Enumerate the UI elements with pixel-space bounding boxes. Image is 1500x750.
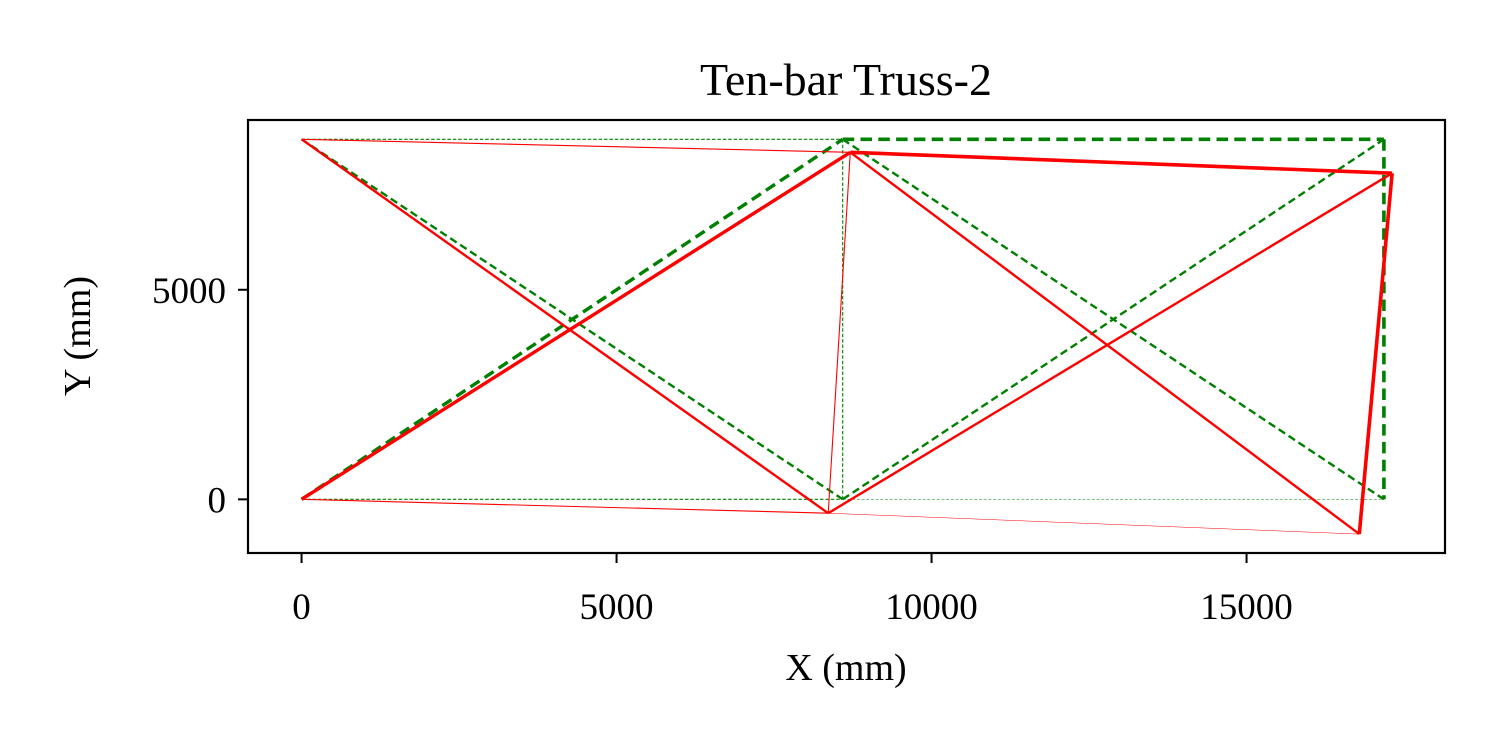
deformed-member-9	[849, 151, 1361, 536]
x-axis-label: X (mm)	[785, 647, 906, 689]
deformed-member-5	[827, 152, 851, 514]
y-tick-label: 5000	[152, 271, 226, 312]
x-axis-ticks: 0 5000 10000 15000	[292, 553, 1293, 628]
deformed-member-7	[300, 138, 829, 515]
members-layer	[300, 137, 1394, 536]
chart-title: Ten-bar Truss-2	[700, 54, 992, 105]
deformed-member-2	[850, 150, 1393, 175]
axes-frame	[246, 118, 1447, 555]
deformed-member-3	[301, 498, 829, 514]
y-tick-label: 0	[208, 480, 227, 521]
undeformed-truss	[300, 137, 1386, 501]
deformed-truss	[300, 138, 1394, 536]
plot-area	[246, 118, 1447, 555]
deformed-member-8	[300, 150, 852, 501]
y-axis-ticks: 0 5000	[152, 271, 248, 521]
x-tick-label: 5000	[580, 587, 654, 628]
x-tick-label: 10000	[885, 587, 978, 628]
deformed-member-6	[1357, 173, 1394, 535]
deformed-member-10	[827, 172, 1393, 515]
deformed-member-4	[828, 512, 1360, 535]
undeformed-member-8	[300, 137, 844, 501]
undeformed-member-10	[842, 138, 1385, 501]
x-tick-label: 15000	[1200, 587, 1293, 628]
x-tick-label: 0	[292, 587, 311, 628]
y-axis-label: Y (mm)	[57, 276, 99, 396]
deformed-member-1	[301, 138, 851, 153]
